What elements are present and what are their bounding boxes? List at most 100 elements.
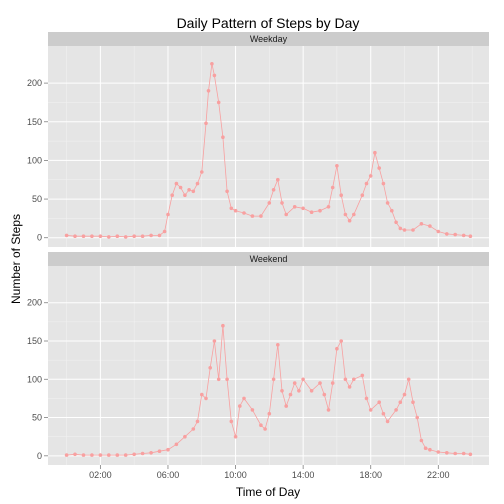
- series-line: [66, 325, 471, 456]
- data-point: [309, 210, 314, 214]
- y-tick-label: 100: [27, 374, 42, 384]
- data-point: [212, 339, 217, 343]
- panel-background: [48, 266, 489, 465]
- x-tick-label: 22:00: [427, 470, 450, 480]
- data-point: [238, 404, 242, 408]
- data-point: [326, 408, 331, 412]
- y-tick-label: 200: [27, 78, 42, 88]
- data-point: [402, 228, 407, 232]
- facet-strip: [48, 32, 489, 46]
- panel-background: [48, 46, 489, 247]
- data-point: [174, 181, 179, 186]
- data-point: [343, 377, 348, 382]
- data-point: [428, 224, 432, 228]
- data-point: [216, 100, 221, 105]
- data-point: [309, 389, 314, 393]
- data-point: [292, 205, 297, 209]
- data-point: [352, 212, 356, 217]
- data-point: [347, 385, 352, 389]
- data-point: [210, 62, 214, 66]
- data-point: [221, 135, 225, 139]
- data-point: [301, 206, 305, 211]
- data-point: [200, 392, 204, 397]
- data-point: [115, 453, 120, 457]
- data-point: [276, 343, 280, 347]
- data-point: [364, 396, 369, 401]
- data-point: [411, 228, 415, 232]
- data-point: [212, 73, 217, 78]
- data-point: [149, 233, 153, 238]
- data-point: [335, 164, 339, 168]
- data-point: [352, 377, 356, 382]
- data-point: [166, 212, 170, 217]
- data-point: [170, 193, 174, 197]
- data-point: [419, 438, 424, 443]
- data-point: [436, 450, 441, 454]
- data-point: [149, 451, 153, 455]
- data-point: [406, 377, 411, 382]
- data-point: [178, 185, 183, 190]
- x-tick-label: 18:00: [359, 470, 382, 480]
- data-point: [326, 205, 331, 209]
- data-point: [221, 323, 225, 328]
- data-point: [385, 201, 390, 205]
- data-point: [250, 214, 255, 218]
- data-point: [468, 234, 473, 238]
- data-point: [436, 229, 441, 234]
- data-point: [368, 408, 373, 412]
- data-point: [280, 389, 284, 393]
- facet-strip: [48, 252, 489, 266]
- data-point: [200, 170, 204, 174]
- x-tick-label: 10:00: [224, 470, 247, 480]
- data-point: [174, 442, 179, 447]
- y-tick-label: 0: [37, 233, 42, 243]
- data-point: [297, 389, 301, 393]
- data-point: [271, 188, 276, 192]
- data-point: [292, 381, 297, 385]
- data-point: [90, 453, 94, 457]
- data-point: [64, 453, 69, 457]
- data-point: [318, 381, 322, 385]
- facet-strip-label: Weekday: [250, 34, 288, 44]
- data-point: [377, 166, 382, 170]
- data-point: [98, 234, 103, 238]
- data-point: [233, 434, 238, 439]
- data-point: [191, 189, 196, 194]
- y-tick-label: 50: [32, 413, 42, 423]
- data-point: [318, 208, 322, 213]
- data-point: [73, 452, 77, 457]
- data-point: [229, 206, 234, 211]
- data-point: [187, 188, 191, 192]
- data-point: [284, 404, 289, 408]
- data-point: [330, 185, 335, 190]
- y-axis-title: Number of Steps: [9, 214, 23, 304]
- data-point: [157, 233, 162, 238]
- data-point: [411, 400, 415, 405]
- data-point: [204, 121, 208, 126]
- data-point: [81, 453, 86, 457]
- data-point: [377, 400, 382, 405]
- data-point: [280, 201, 284, 205]
- data-point: [132, 234, 136, 238]
- data-point: [183, 434, 187, 439]
- data-point: [394, 408, 398, 412]
- data-point: [263, 427, 267, 431]
- data-point: [428, 447, 432, 452]
- data-point: [419, 222, 424, 226]
- facet-panels: Weekday 0 50 100 150 200 Weekend 0 50 100 150 200: [27, 32, 489, 465]
- data-point: [381, 411, 386, 416]
- panel-weekday: Weekday 0 50 100 150 200: [27, 32, 489, 247]
- data-point: [271, 377, 276, 382]
- data-point: [132, 452, 136, 457]
- panel-weekend: Weekend 0 50 100 150 200: [27, 252, 489, 465]
- data-point: [123, 453, 128, 457]
- data-point: [206, 89, 211, 93]
- data-point: [107, 453, 111, 457]
- data-point: [339, 193, 344, 197]
- y-tick-label: 0: [37, 451, 42, 461]
- data-point: [360, 193, 365, 197]
- data-point: [373, 150, 377, 155]
- data-point: [398, 226, 403, 231]
- data-point: [423, 446, 428, 451]
- data-point: [347, 218, 352, 223]
